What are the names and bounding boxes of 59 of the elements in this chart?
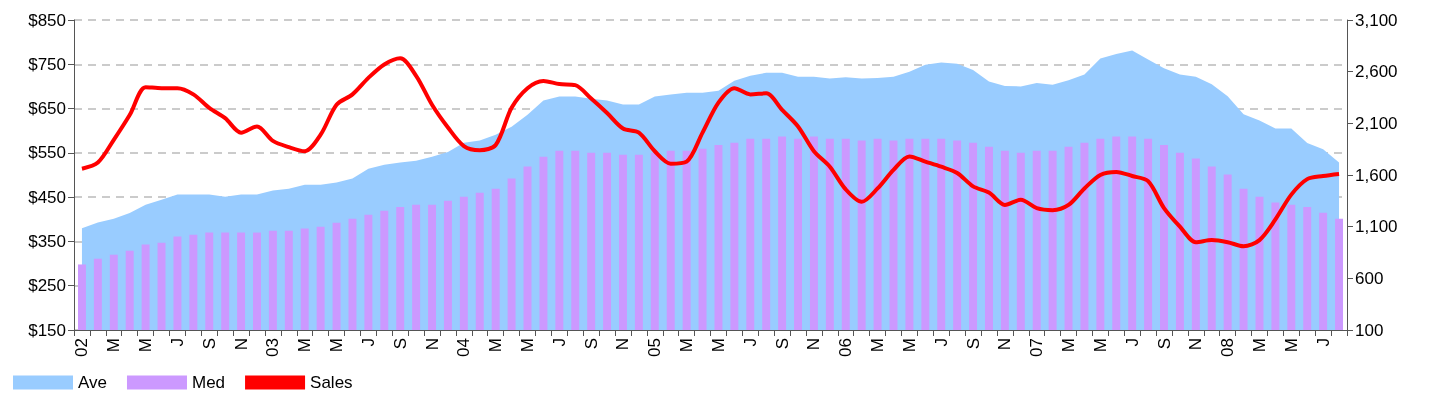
x-tick-label: M (327, 338, 347, 353)
x-tick-label: N (1186, 338, 1206, 351)
y2-tick-label: 1,100 (1355, 217, 1398, 237)
x-tick-label: M (1281, 338, 1301, 353)
x-tick-label: 03 (263, 338, 283, 357)
y-tick-label: $850 (28, 10, 66, 30)
y2-tick-label: 2,100 (1355, 113, 1398, 133)
y-tick-label: $650 (28, 99, 66, 119)
x-tick-label: 08 (1218, 338, 1238, 357)
y2-tick-label: 2,600 (1355, 62, 1398, 82)
y-tick-label: $450 (28, 187, 66, 207)
y2-tick-label: 100 (1355, 320, 1384, 340)
x-tick-label: S (581, 338, 601, 350)
x-tick-label: M (518, 338, 538, 353)
x-tick-label: S (199, 338, 219, 350)
x-tick-label: M (677, 338, 697, 353)
x-tick-label: 02 (72, 338, 92, 357)
x-tick-label: S (1154, 338, 1174, 350)
x-tick-label: J (549, 338, 569, 347)
x-tick-label: 04 (454, 338, 474, 357)
x-tick-label: M (899, 338, 919, 353)
x-tick-label: J (931, 338, 951, 347)
x-tick-label: S (772, 338, 792, 350)
x-tick-label: N (613, 338, 633, 351)
x-tick-label: N (995, 338, 1015, 351)
x-tick-label: J (1313, 338, 1333, 347)
x-tick-label: N (422, 338, 442, 351)
x-tick-label: J (358, 338, 378, 347)
legend-label: Med (191, 373, 226, 392)
x-tick-label: M (1059, 338, 1079, 353)
x-tick-label: M (295, 338, 315, 353)
y2-tick-label: 600 (1355, 268, 1384, 288)
x-tick-label: 05 (645, 338, 665, 357)
x-tick-label: J (167, 338, 187, 347)
y-tick-label: $150 (28, 320, 66, 340)
x-tick-label: M (1249, 338, 1269, 353)
x-tick-label: J (740, 338, 760, 347)
x-tick-label: M (868, 338, 888, 353)
y-tick-label: $750 (28, 54, 66, 74)
x-tick-label: M (486, 338, 506, 353)
y2-tick-label: 3,100 (1355, 10, 1398, 30)
x-tick-label: M (1090, 338, 1110, 353)
x-tick-label: 07 (1027, 338, 1047, 357)
x-tick-label: J (1122, 338, 1142, 347)
y-tick-label: $350 (28, 231, 66, 251)
x-tick-label: M (104, 338, 124, 353)
legend-label: Sales (310, 373, 353, 392)
y2-tick-label: 1,600 (1355, 165, 1398, 185)
x-tick-label: M (708, 338, 728, 353)
x-tick-label: 06 (836, 338, 856, 357)
x-tick-label: M (136, 338, 156, 353)
x-tick-label: N (804, 338, 824, 351)
legend-label: Ave (78, 373, 107, 392)
x-tick-label: S (390, 338, 410, 350)
x-tick-label: S (963, 338, 983, 350)
line-series (79, 56, 1342, 249)
y-tick-label: $550 (28, 143, 66, 163)
x-tick-label: N (231, 338, 251, 351)
y-tick-label: $250 (28, 276, 66, 296)
